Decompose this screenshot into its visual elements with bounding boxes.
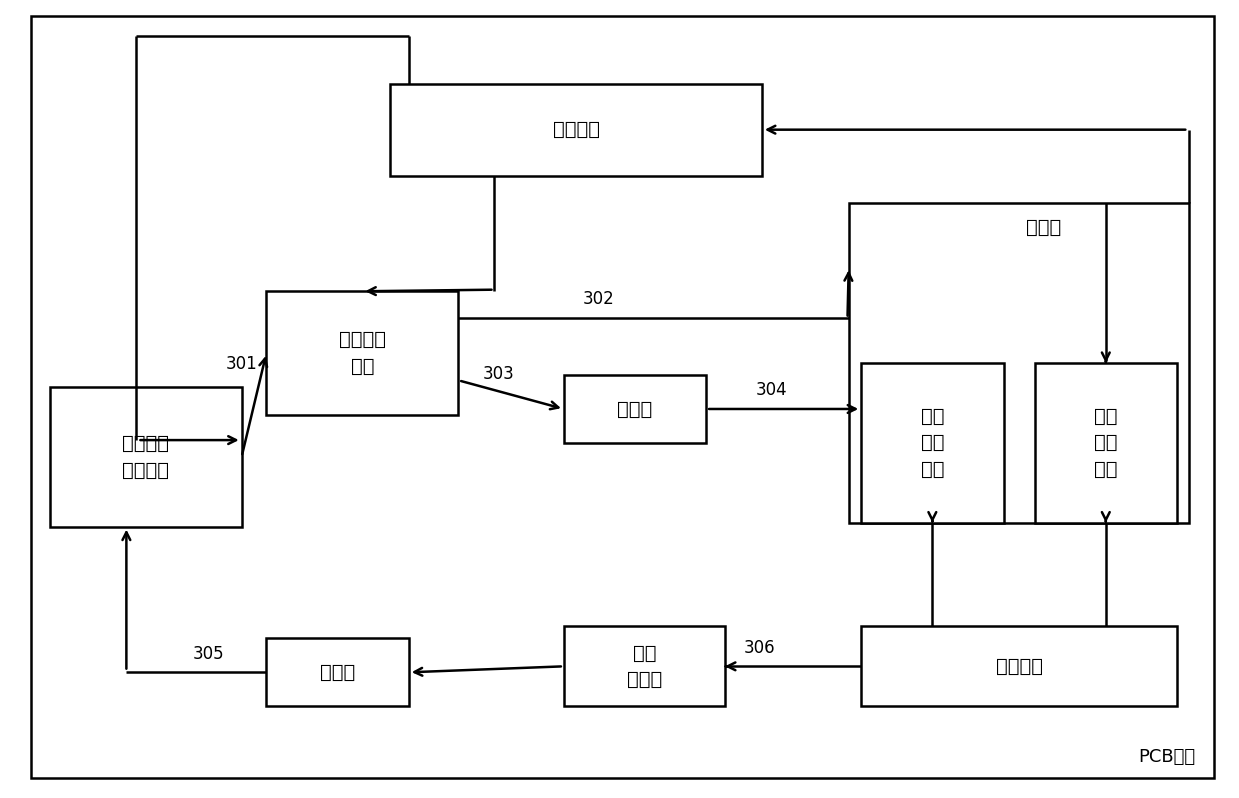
Text: 305: 305 (193, 645, 224, 662)
Text: PCB主板: PCB主板 (1139, 748, 1196, 766)
Text: 第二
接收
模块: 第二 接收 模块 (1094, 407, 1118, 479)
Bar (861, 363, 1004, 523)
Text: 301: 301 (225, 355, 258, 373)
Bar (50, 387, 242, 527)
Bar (861, 626, 1177, 706)
Text: 303: 303 (483, 365, 514, 383)
Text: 滤波器: 滤波器 (320, 663, 356, 681)
Bar (390, 84, 762, 176)
Text: 发送模块: 发送模块 (996, 657, 1042, 676)
Text: 单刀双掷
开关: 单刀双掷 开关 (339, 330, 385, 376)
Text: 滤波器: 滤波器 (617, 400, 653, 418)
Text: 收发机: 收发机 (1026, 218, 1062, 237)
Text: 功率
放大器: 功率 放大器 (627, 643, 662, 689)
Bar (564, 375, 706, 443)
Bar (266, 291, 458, 415)
Text: 306: 306 (743, 638, 776, 657)
Text: 第一
接收
模块: 第一 接收 模块 (921, 407, 944, 479)
Text: 304: 304 (756, 381, 787, 399)
Text: 主控芯片: 主控芯片 (553, 120, 600, 139)
Bar (849, 203, 1189, 523)
Text: 双刀双掷
天线开关: 双刀双掷 天线开关 (123, 434, 169, 480)
Bar (1035, 363, 1177, 523)
Bar (564, 626, 725, 706)
Text: 302: 302 (582, 290, 615, 308)
Bar (266, 638, 409, 706)
